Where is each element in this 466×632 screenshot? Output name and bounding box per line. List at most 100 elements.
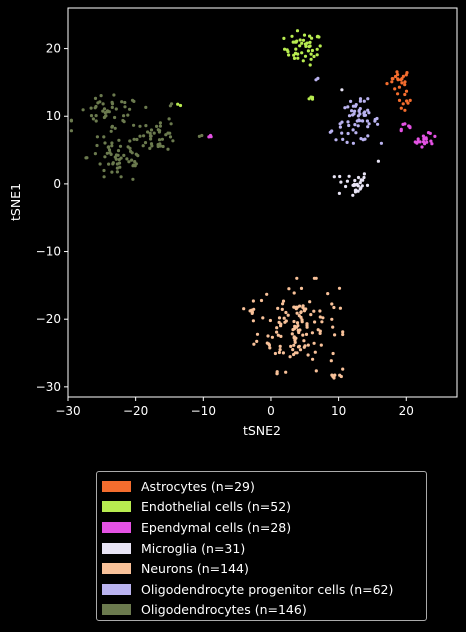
data-point [178,103,183,108]
data-point [156,143,160,147]
data-point [358,99,362,103]
data-point [143,141,148,145]
x-tick-label: 10 [331,404,346,418]
data-point [298,304,302,308]
data-point [255,339,259,343]
data-point [287,287,291,291]
data-point [91,117,95,121]
data-point [267,342,271,346]
data-point [134,152,138,156]
data-point [270,335,274,339]
data-point [81,108,85,112]
x-tick-label: −30 [55,404,80,418]
data-point [330,302,334,306]
data-point [101,109,105,113]
data-point [285,48,289,52]
data-point [283,320,287,324]
data-point [337,286,342,290]
data-point [298,328,302,332]
data-point [265,292,269,296]
data-point [305,325,309,329]
data-point [152,131,156,135]
data-point [261,316,265,320]
x-tick-label: −20 [123,404,148,418]
legend-swatch [102,583,131,595]
data-point [98,162,102,166]
data-point [338,125,342,129]
data-point [138,124,142,128]
data-point [120,100,124,104]
data-point [130,158,134,162]
data-point [110,144,114,148]
data-point [110,105,114,109]
data-point [166,147,170,151]
data-point [155,124,159,128]
data-point [353,178,357,183]
data-point [284,370,288,374]
data-point [200,133,204,138]
legend-label: Astrocytes (n=29) [141,478,255,494]
data-point [282,316,286,320]
data-point [308,63,312,67]
data-point [341,330,345,334]
data-point [376,159,380,163]
data-point [354,103,358,107]
data-point [328,130,332,134]
data-point [287,53,291,57]
data-point [94,104,98,109]
data-point [132,137,136,141]
data-point [296,324,300,328]
data-point [113,115,117,120]
data-point [350,109,354,113]
data-point [279,334,283,338]
legend-swatch [102,542,131,554]
data-point [131,177,135,181]
data-point [94,114,98,118]
data-point [341,367,345,371]
data-point [376,122,380,126]
data-point [404,89,409,93]
data-point [401,74,405,78]
data-point [345,179,349,183]
legend-label: Oligodendrocytes (n=146) [141,602,307,618]
data-point [107,148,112,152]
data-point [418,140,422,144]
legend-label: Neurons (n=144) [141,561,249,577]
data-point [347,123,351,128]
data-point [343,106,347,110]
data-point [294,336,298,340]
data-point [306,49,310,53]
data-point [268,346,272,350]
data-point [351,193,355,197]
data-point [366,97,370,101]
legend-item: Neurons (n=144) [102,558,426,579]
data-point [312,309,316,313]
data-point [338,174,342,179]
data-point [248,309,252,313]
data-point [393,87,397,91]
data-point [304,307,308,311]
data-point [294,47,298,51]
data-point [341,332,345,337]
data-point [326,292,330,296]
data-point [318,44,322,48]
data-point [430,142,434,146]
legend-label: Oligodendrocyte progenitor cells (n=62) [141,581,394,597]
data-point [115,166,119,170]
data-point [144,124,148,128]
data-point [168,135,173,139]
data-point [292,305,296,309]
data-point [148,131,152,135]
x-tick-label: 20 [399,404,414,418]
data-point [407,124,411,128]
data-point [276,306,280,310]
data-point [107,162,111,166]
data-point [281,302,285,306]
data-point [305,322,309,326]
data-point [301,333,305,337]
data-point [351,141,355,145]
legend-swatch [102,604,131,616]
data-point [96,101,100,105]
data-point [356,175,361,180]
data-point [352,112,356,116]
